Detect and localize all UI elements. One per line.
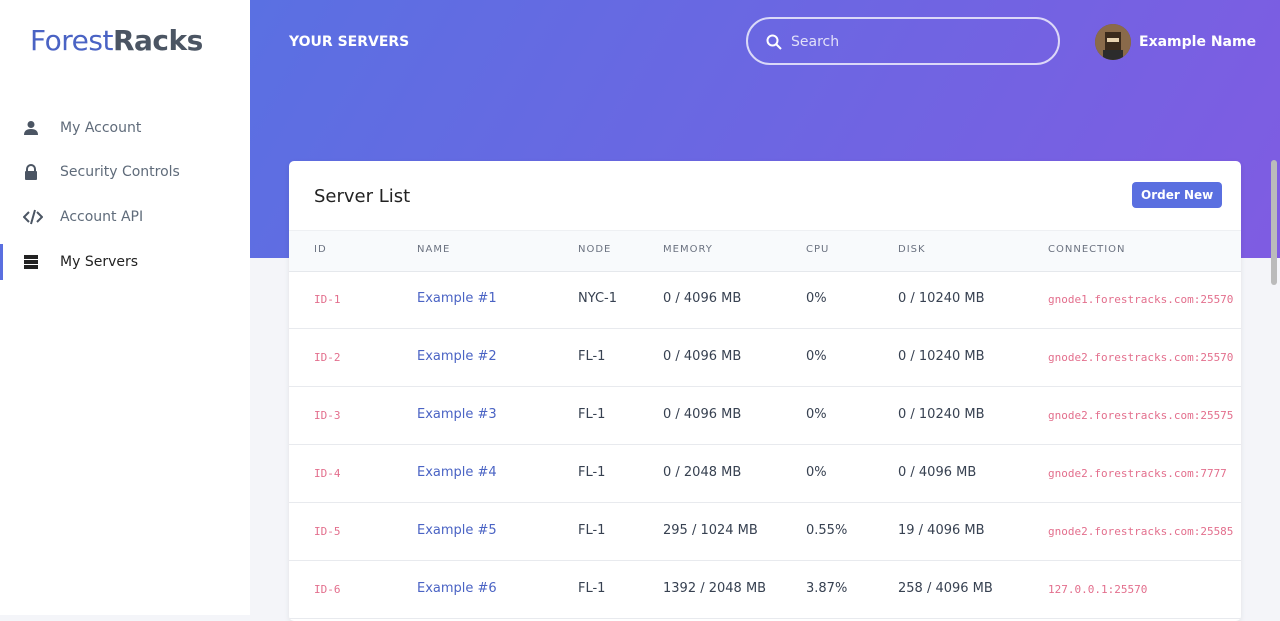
- table-cell: FL-1: [578, 349, 606, 364]
- table-cell: 1392 / 2048 MB: [663, 581, 767, 596]
- table-cell: 3.87%: [806, 581, 848, 596]
- table-row[interactable]: ID-1 Example #1 NYC-1 0 / 4096 MB 0% 0 / 1024…: [289, 270, 1241, 329]
- table-cell: 0 / 4096 MB: [663, 291, 742, 306]
- search-icon: [766, 34, 782, 50]
- sidebar: ForestRacks My Account Security Controls…: [0, 0, 250, 615]
- column-header: NODE: [578, 244, 612, 255]
- icon: [24, 255, 38, 269]
- table-row[interactable]: ID-5 Example #5 FL-1 295 / 1024 MB 0.55% 19 /…: [289, 502, 1241, 561]
- table-cell: ID-3: [314, 409, 341, 422]
- column-header: MEMORY: [663, 244, 713, 255]
- table-cell: ID-6: [314, 583, 341, 596]
- avatar[interactable]: [1095, 24, 1131, 60]
- table-cell: 0 / 2048 MB: [663, 465, 742, 480]
- table-cell: ID-2: [314, 351, 341, 364]
- table-cell: 0 / 10240 MB: [898, 291, 985, 306]
- table-cell: FL-1: [578, 407, 606, 422]
- table-cell: ID-5: [314, 525, 341, 538]
- nav-label: My Account: [60, 120, 142, 136]
- search-placeholder: Search: [791, 34, 840, 50]
- table-cell: 0 / 10240 MB: [898, 349, 985, 364]
- column-header: DISK: [898, 244, 926, 255]
- table-row[interactable]: ID-6 Example #6 FL-1 1392 / 2048 MB 3.87% 258…: [289, 560, 1241, 619]
- nav-label: Account API: [60, 209, 144, 225]
- table-cell: ID-1: [314, 293, 341, 306]
- column-header: NAME: [417, 244, 451, 255]
- server-card: Server List Order New ID NAME NODE MEMORY CP…: [289, 161, 1241, 621]
- table-cell: gnode2.forestracks.com:25575: [1048, 409, 1234, 422]
- table-cell: 19 / 4096 MB: [898, 523, 985, 538]
- table-cell: gnode2.forestracks.com:7777: [1048, 467, 1227, 480]
- icon: [25, 164, 37, 180]
- table-row[interactable]: ID-4 Example #4 FL-1 0 / 2048 MB 0% 0 / 4096 …: [289, 444, 1241, 503]
- table-cell: 258 / 4096 MB: [898, 581, 993, 596]
- table-cell: 0 / 4096 MB: [898, 465, 977, 480]
- table-cell[interactable]: Example #1: [417, 291, 497, 306]
- search-box[interactable]: Search: [746, 17, 1060, 65]
- table-row[interactable]: ID-2 Example #2 FL-1 0 / 4096 MB 0% 0 / 10240…: [289, 328, 1241, 387]
- page-title: YOUR SERVERS: [289, 34, 410, 50]
- table-cell: 0 / 4096 MB: [663, 407, 742, 422]
- table-cell[interactable]: Example #2: [417, 349, 497, 364]
- table-cell: 0%: [806, 291, 827, 306]
- scrollbar[interactable]: [1271, 160, 1277, 285]
- column-header: CONNECTION: [1048, 244, 1126, 255]
- table-cell: FL-1: [578, 523, 606, 538]
- icon: [23, 209, 43, 225]
- table-cell: 0%: [806, 407, 827, 422]
- table-cell[interactable]: Example #3: [417, 407, 497, 422]
- order-button[interactable]: Order New: [1132, 182, 1223, 208]
- table-cell: 0.55%: [806, 523, 848, 538]
- table-cell: gnode2.forestracks.com:25570: [1048, 351, 1234, 364]
- table-cell: 0%: [806, 465, 827, 480]
- table-cell: FL-1: [578, 465, 606, 480]
- nav-item[interactable]: Security Controls: [0, 154, 250, 190]
- avatar-art: [1095, 24, 1131, 60]
- logo[interactable]: ForestRacks: [30, 24, 203, 57]
- table-cell[interactable]: Example #5: [417, 523, 497, 538]
- column-header: ID: [314, 244, 327, 255]
- table-header: ID NAME NODE MEMORY CPU DISK CONNECTION: [289, 230, 1241, 272]
- table-cell: gnode1.forestracks.com:25570: [1048, 293, 1234, 306]
- table-cell[interactable]: Example #4: [417, 465, 497, 480]
- table-cell[interactable]: Example #6: [417, 581, 497, 596]
- nav-label: My Servers: [60, 254, 139, 270]
- column-header: CPU: [806, 244, 830, 255]
- nav-item[interactable]: My Servers: [0, 244, 253, 280]
- table-cell: ID-4: [314, 467, 341, 480]
- logo-part: Racks: [112, 24, 203, 57]
- table-cell: 127.0.0.1:25570: [1048, 583, 1148, 596]
- nav-item[interactable]: My Account: [0, 110, 250, 146]
- table-cell: 295 / 1024 MB: [663, 523, 758, 538]
- logo-part: Forest: [30, 24, 113, 57]
- icon: [24, 121, 38, 135]
- table-cell: NYC-1: [578, 291, 617, 306]
- nav-label: Security Controls: [60, 164, 180, 180]
- table-cell: 0 / 4096 MB: [663, 349, 742, 364]
- nav-item[interactable]: Account API: [0, 199, 250, 235]
- table-cell: gnode2.forestracks.com:25585: [1048, 525, 1234, 538]
- table-cell: FL-1: [578, 581, 606, 596]
- table-cell: 0 / 10240 MB: [898, 407, 985, 422]
- user-name[interactable]: Example Name: [1139, 34, 1257, 50]
- table-row[interactable]: ID-3 Example #3 FL-1 0 / 4096 MB 0% 0 / 10240…: [289, 386, 1241, 445]
- card-title: Server List: [314, 186, 411, 207]
- table-cell: 0%: [806, 349, 827, 364]
